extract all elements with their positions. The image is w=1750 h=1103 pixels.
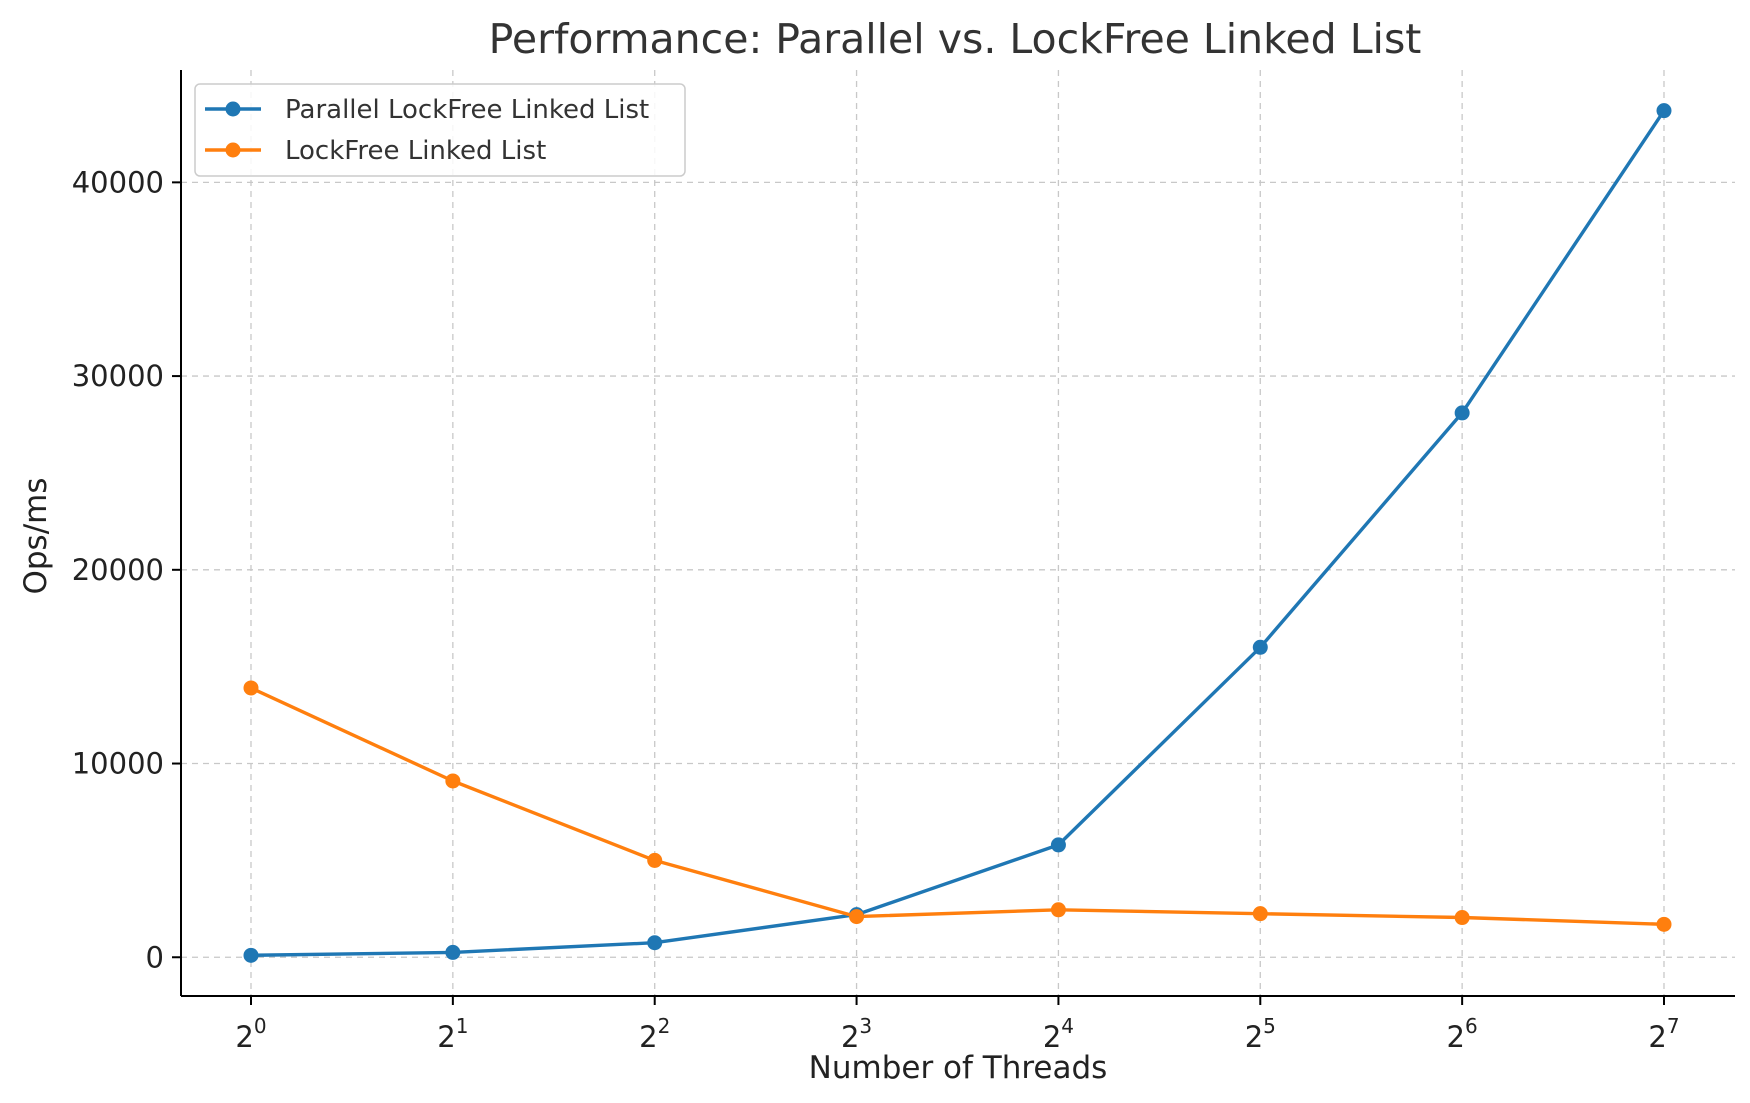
legend-marker (225, 142, 241, 158)
data-point (1454, 405, 1470, 421)
data-point (1252, 639, 1268, 655)
legend-box (194, 83, 686, 177)
x-ticks: 20 21 22 23 24 25 26 27 (235, 996, 1680, 1054)
y-tick-label: 0 (146, 940, 164, 974)
legend: Parallel LockFree Linked List LockFree Li… (194, 83, 686, 177)
series-layer (243, 103, 1672, 963)
y-tick-label: 40000 (72, 165, 164, 199)
data-point (243, 680, 259, 696)
data-point (445, 944, 461, 960)
series-line (250, 686, 1665, 926)
data-point (849, 909, 865, 925)
x-tick-label: 21 (437, 1014, 468, 1054)
legend-label: LockFree Linked List (285, 136, 546, 166)
legend-label: Parallel LockFree Linked List (285, 95, 649, 125)
data-point (1454, 910, 1470, 926)
legend-item: LockFree Linked List (205, 136, 546, 166)
data-point (1656, 916, 1672, 932)
data-point (1050, 902, 1066, 918)
legend-item: Parallel LockFree Linked List (205, 95, 649, 125)
series-2 (243, 680, 1672, 932)
y-ticks: 0 10000 20000 30000 40000 (72, 165, 181, 974)
x-tick-label: 25 (1245, 1014, 1276, 1054)
series-line (250, 109, 1666, 957)
x-tick-label: 26 (1447, 1014, 1478, 1054)
legend-marker (225, 101, 241, 117)
axes (180, 70, 1735, 997)
y-axis-label: Ops/ms (18, 477, 54, 594)
x-tick-label: 23 (841, 1014, 872, 1054)
y-tick-label: 30000 (72, 359, 164, 393)
x-tick-label: 20 (235, 1014, 266, 1054)
data-point (243, 947, 259, 963)
data-point (647, 935, 663, 951)
y-tick-label: 10000 (72, 747, 164, 781)
y-tick-label: 20000 (72, 553, 164, 587)
x-tick-label: 27 (1648, 1014, 1679, 1054)
chart-title: Performance: Parallel vs. LockFree Linke… (489, 15, 1422, 63)
x-tick-label: 22 (639, 1014, 670, 1054)
grid-lines (181, 70, 1735, 996)
data-point (647, 852, 663, 868)
data-point (1050, 837, 1066, 853)
x-axis-label: Number of Threads (809, 1050, 1108, 1086)
data-point (1656, 103, 1672, 119)
data-point (445, 773, 461, 789)
series-1 (243, 103, 1672, 963)
x-tick-label: 24 (1043, 1014, 1074, 1054)
data-point (1252, 906, 1268, 922)
